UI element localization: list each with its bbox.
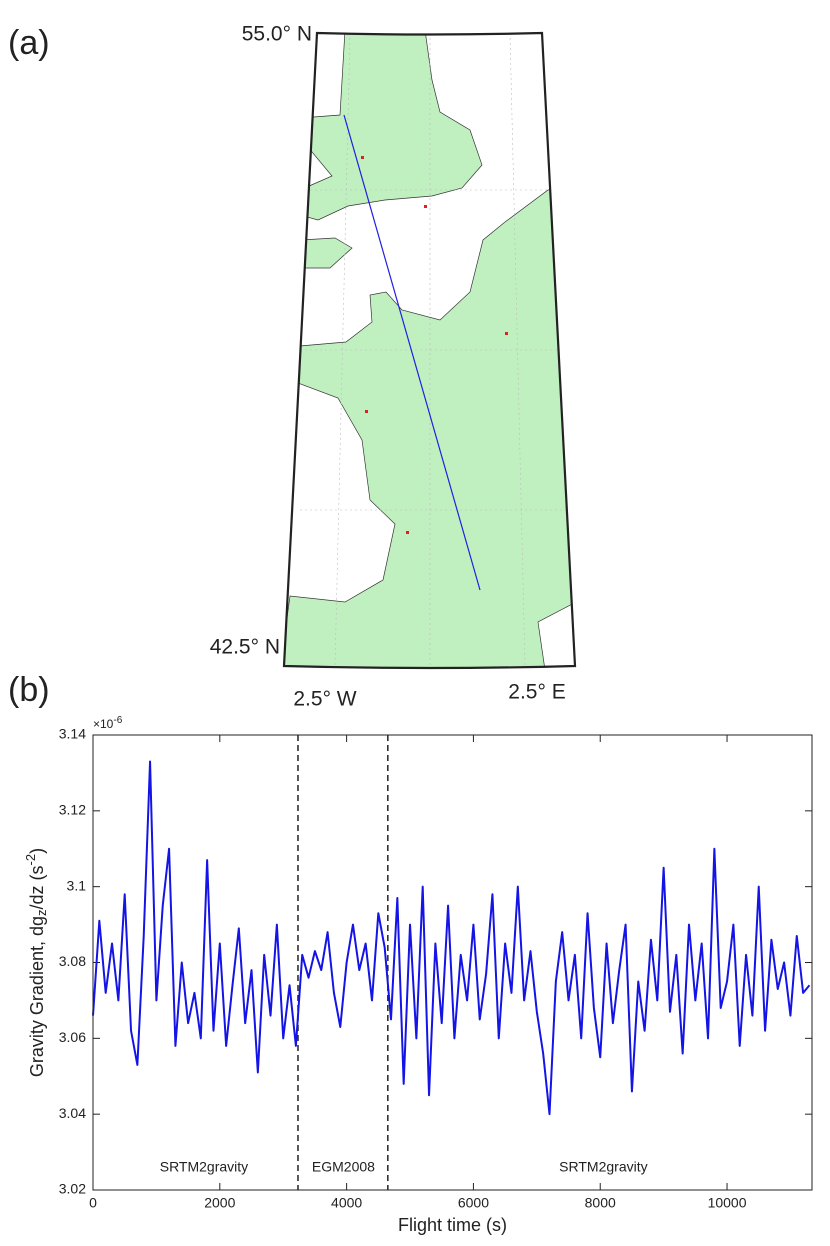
lat-label: 55.0° N <box>242 23 312 46</box>
plot-frame <box>92 734 813 1191</box>
lon-label: 2.5° E <box>508 681 565 704</box>
flight-track <box>343 114 481 591</box>
panel-label: (a) <box>8 24 50 62</box>
cities <box>361 156 508 534</box>
y-tick-label: 3.04 <box>59 1105 86 1121</box>
y-tick-label: 3.02 <box>59 1181 86 1197</box>
x-tick-label: 4000 <box>331 1195 362 1211</box>
x-tick-label: 10000 <box>708 1195 747 1211</box>
x-tick-label: 6000 <box>458 1195 489 1211</box>
x-tick-label: 8000 <box>585 1195 616 1211</box>
x-tick-label: 2000 <box>204 1195 235 1211</box>
x-tick-label: 0 <box>89 1195 97 1211</box>
region-label: EGM2008 <box>312 1159 375 1175</box>
y-tick-label: 3.14 <box>59 726 86 742</box>
y-multiplier-part: -6 <box>113 715 122 726</box>
region-label: SRTM2gravity <box>559 1159 647 1175</box>
lon-label: 2.5° W <box>293 688 356 711</box>
region-label: SRTM2gravity <box>160 1159 248 1175</box>
y-axis-label-part: Gravity Gradient, dg <box>27 916 47 1077</box>
y-axis-label-part: ) <box>27 848 47 854</box>
y-tick-label: 3.06 <box>59 1029 86 1045</box>
y-axis-label-part: z <box>34 910 49 917</box>
y-multiplier-part: ×10 <box>93 717 114 731</box>
y-tick-label: 3.1 <box>67 877 87 893</box>
y-tick-label: 3.08 <box>59 953 86 969</box>
map <box>282 31 577 670</box>
panel-label: (b) <box>8 671 50 709</box>
y-axis-label-part: -2 <box>23 854 38 866</box>
lat-label: 42.5° N <box>210 636 280 659</box>
x-axis-label: Flight time (s) <box>398 1215 507 1235</box>
map-frame <box>282 31 577 670</box>
y-tick-label: 3.12 <box>59 802 86 818</box>
y-multiplier: ×10-6 <box>93 715 123 732</box>
y-axis-label-part: /dz (s <box>27 865 47 909</box>
data-line <box>92 760 811 1116</box>
land <box>284 33 575 668</box>
y-axis-label: Gravity Gradient, dgz/dz (s-2) <box>23 848 49 1077</box>
